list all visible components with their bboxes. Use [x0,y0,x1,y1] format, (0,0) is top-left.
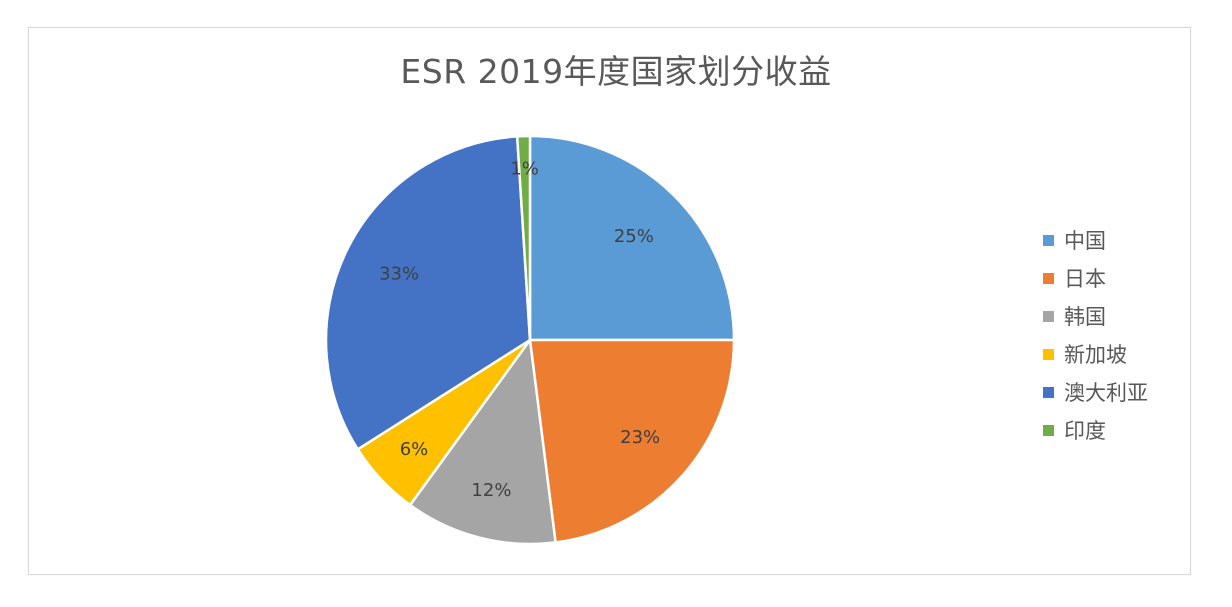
pie-slice-5 [515,134,532,341]
legend: 中国 日本 韩国 新加坡 澳大利亚 印度 [1043,221,1148,449]
pie-slice-0 [528,134,736,342]
legend-item-china: 中国 [1043,221,1148,259]
legend-swatch-icon [1043,348,1054,360]
legend-label: 日本 [1064,267,1106,291]
data-label: 12% [471,480,511,501]
pie-slice-1 [528,338,736,544]
data-label: 6% [400,439,429,460]
pie-slice-2 [408,336,557,546]
legend-label: 中国 [1064,229,1106,253]
legend-item-india: 印度 [1043,411,1148,449]
pie-slice-4 [324,135,532,452]
legend-label: 澳大利亚 [1064,381,1148,405]
legend-item-japan: 日本 [1043,259,1148,297]
legend-swatch-icon [1043,310,1054,322]
legend-item-australia: 澳大利亚 [1043,373,1148,411]
data-label: 33% [379,263,419,284]
legend-swatch-icon [1043,386,1054,398]
legend-swatch-icon [1043,272,1054,284]
legend-item-korea: 韩国 [1043,297,1148,335]
legend-label: 印度 [1064,419,1106,443]
legend-swatch-icon [1043,424,1054,436]
legend-label: 韩国 [1064,305,1106,329]
data-label: 1% [510,159,539,180]
legend-item-singapore: 新加坡 [1043,335,1148,373]
legend-swatch-icon [1043,234,1054,246]
legend-label: 新加坡 [1064,343,1127,367]
chart-title: ESR 2019年度国家划分收益 [400,52,832,91]
data-label: 23% [620,427,660,448]
data-label: 25% [614,226,654,247]
